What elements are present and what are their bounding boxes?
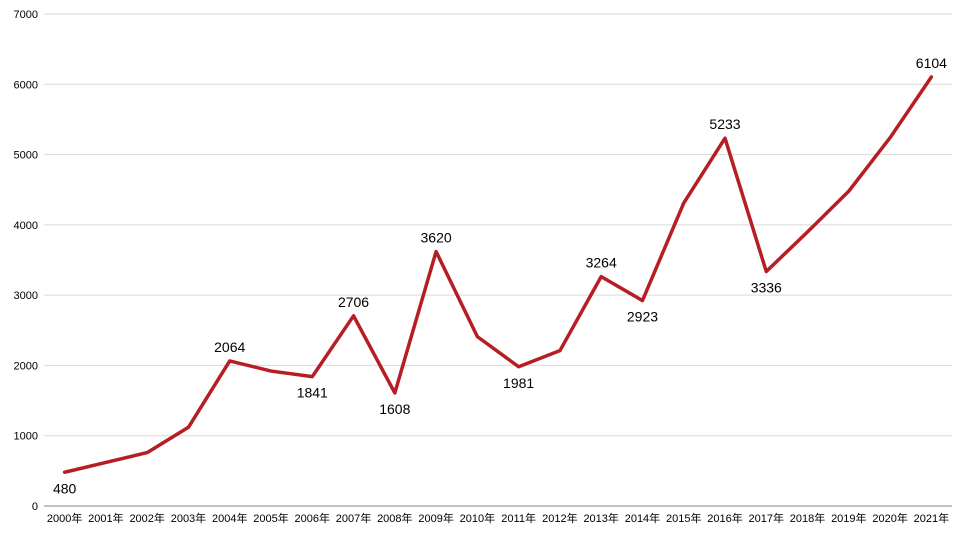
x-tick-label: 2005年	[253, 511, 288, 525]
y-tick-label: 6000	[14, 79, 38, 91]
y-tick-label: 0	[32, 501, 38, 513]
data-label: 6104	[916, 55, 947, 71]
x-tick-label: 2018年	[790, 511, 825, 525]
x-tick-label: 2019年	[831, 511, 866, 525]
x-tick-label: 2004年	[212, 511, 247, 525]
y-tick-label: 7000	[14, 9, 38, 21]
x-tick-label: 2003年	[171, 511, 206, 525]
data-label: 1981	[503, 375, 534, 391]
x-tick-label: 2011年	[501, 511, 536, 525]
x-tick-label: 2008年	[377, 511, 412, 525]
y-tick-label: 1000	[14, 431, 38, 443]
y-tick-label: 5000	[14, 150, 38, 162]
data-label: 1608	[379, 401, 410, 417]
x-tick-label: 2007年	[336, 511, 371, 525]
data-label: 2923	[627, 309, 658, 325]
x-tick-label: 2010年	[460, 511, 495, 525]
data-label: 480	[53, 480, 77, 496]
data-label: 1841	[297, 385, 328, 401]
x-tick-label: 2009年	[418, 511, 453, 525]
series-line	[62, 75, 934, 475]
data-label: 3264	[586, 255, 617, 271]
x-tick-label: 2015年	[666, 511, 701, 525]
y-tick-label: 4000	[14, 220, 38, 232]
x-tick-label: 2002年	[129, 511, 164, 525]
x-tick-label: 2013年	[583, 511, 618, 525]
x-tick-label: 2021年	[914, 511, 949, 525]
x-tick-label: 2016年	[707, 511, 742, 525]
data-label: 3620	[421, 230, 452, 246]
x-tick-label: 2012年	[542, 511, 577, 525]
x-tick-label: 2000年	[47, 511, 82, 525]
data-label: 2706	[338, 294, 369, 310]
y-tick-label: 2000	[14, 360, 38, 372]
x-tick-label: 2006年	[295, 511, 330, 525]
y-tick-label: 3000	[14, 290, 38, 302]
x-tick-label: 2017年	[749, 511, 784, 525]
x-tick-label: 2020年	[872, 511, 907, 525]
x-tick-label: 2001年	[88, 511, 123, 525]
data-label: 3336	[751, 280, 782, 296]
data-label: 5233	[709, 116, 740, 132]
data-label: 2064	[214, 339, 245, 355]
x-tick-label: 2014年	[625, 511, 660, 525]
